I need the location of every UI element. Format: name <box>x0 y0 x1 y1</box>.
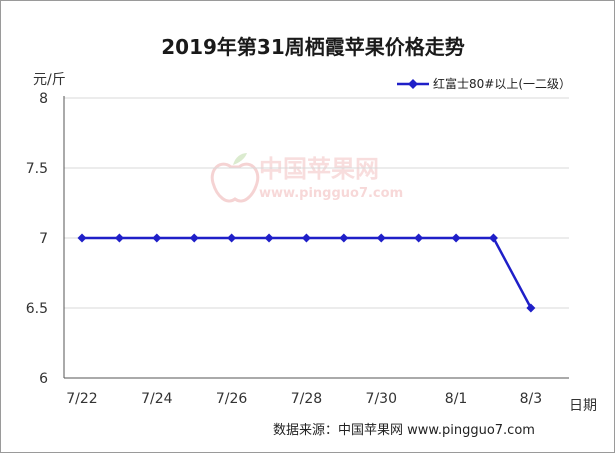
x-tick-label: 7/28 <box>291 391 322 407</box>
watermark: 中国苹果网 www.pingguo7.com <box>210 153 403 203</box>
legend-label: 红富士80#以上(一二级） <box>433 76 571 91</box>
y-tick-label: 8 <box>39 91 48 107</box>
series-line <box>82 236 533 309</box>
grid-lines <box>64 97 569 309</box>
data-point <box>114 233 124 243</box>
data-point <box>264 233 274 243</box>
watermark-cn: 中国苹果网 <box>259 155 379 183</box>
x-axis-label: 日期 <box>569 398 597 414</box>
data-point <box>339 233 349 243</box>
data-point <box>301 233 311 243</box>
y-tick-label: 7 <box>39 231 48 247</box>
series-group <box>77 233 536 313</box>
chart-title: 2019年第31周栖霞苹果价格走势 <box>161 35 465 59</box>
data-point <box>189 233 199 243</box>
x-tick-label: 7/22 <box>66 391 97 407</box>
y-tick-label: 7.5 <box>26 161 48 177</box>
watermark-apple-icon <box>210 153 260 203</box>
data-point <box>376 233 386 243</box>
data-source: 数据来源：中国苹果网 www.pingguo7.com <box>273 423 535 438</box>
x-tick-label: 7/26 <box>216 391 248 407</box>
data-point <box>526 303 536 313</box>
data-point <box>451 233 461 243</box>
legend-diamond-marker <box>408 79 418 89</box>
y-axis-unit: 元/斤 <box>33 72 66 88</box>
data-point <box>488 233 498 243</box>
x-tick-labels: 7/22 7/24 7/26 7/28 7/30 8/1 8/3 <box>66 391 542 407</box>
x-tick-label: 8/3 <box>520 391 543 407</box>
data-point <box>414 233 424 243</box>
y-tick-labels: 6 6.5 7 7.5 8 <box>26 91 48 387</box>
x-tick-label: 7/24 <box>141 391 173 407</box>
data-point <box>152 233 162 243</box>
axes <box>63 96 569 379</box>
y-tick-label: 6 <box>39 371 48 387</box>
watermark-url: www.pingguo7.com <box>259 186 403 201</box>
x-tick-label: 8/1 <box>445 391 468 407</box>
data-point <box>77 233 87 243</box>
data-point <box>227 233 237 243</box>
legend: 红富士80#以上(一二级） <box>397 76 571 91</box>
y-tick-label: 6.5 <box>26 301 48 317</box>
x-tick-label: 7/30 <box>366 391 397 407</box>
